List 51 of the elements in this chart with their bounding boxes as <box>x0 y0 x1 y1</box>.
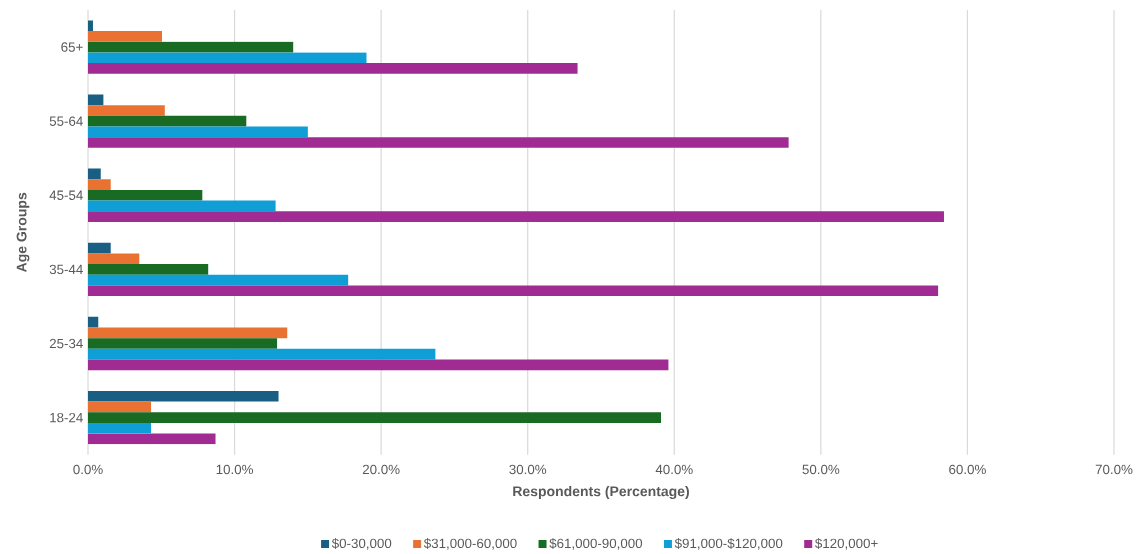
x-tick-label: 40.0% <box>655 464 693 475</box>
legend-label: $91,000-$120,000 <box>674 538 783 550</box>
bar <box>88 422 152 434</box>
bar <box>88 20 93 32</box>
bar <box>88 52 367 64</box>
bar <box>88 31 163 42</box>
y-tick-label: 18-24 <box>50 412 83 423</box>
x-tick-label: 20.0% <box>362 464 400 475</box>
bar <box>88 412 662 423</box>
y-axis-title: Age Groups <box>16 192 30 273</box>
legend-label: $31,000-60,000 <box>423 538 517 550</box>
bar <box>88 338 278 349</box>
x-tick-label: 50.0% <box>802 464 840 475</box>
bar <box>88 115 247 127</box>
bar <box>88 179 111 190</box>
x-tick-label: 60.0% <box>949 464 986 475</box>
y-tick-label: 45-54 <box>49 190 83 200</box>
bar <box>88 94 104 106</box>
bar <box>88 126 308 138</box>
bar <box>88 274 349 286</box>
bar <box>88 316 99 328</box>
y-tick-label: 55-64 <box>49 116 83 126</box>
bar <box>88 359 669 371</box>
bar <box>88 390 279 402</box>
bar <box>88 168 101 180</box>
bar <box>88 105 165 116</box>
bar <box>88 137 789 148</box>
bar <box>88 285 939 297</box>
bar <box>88 401 152 413</box>
bar <box>88 189 203 201</box>
bar <box>88 327 288 339</box>
x-tick-label: 30.0% <box>509 464 547 475</box>
bar <box>88 433 216 445</box>
bar <box>88 253 140 265</box>
legend-label: $0-30,000 <box>331 538 392 550</box>
y-tick-label: 35-44 <box>49 264 83 275</box>
y-tick-label: 25-34 <box>49 338 83 349</box>
x-tick-label: 0.0% <box>73 464 103 475</box>
bar <box>88 264 209 275</box>
bar <box>88 348 436 360</box>
x-tick-label: 10.0% <box>216 464 254 475</box>
bar <box>88 242 111 254</box>
legend-label: $61,000-90,000 <box>549 538 643 550</box>
bar <box>88 63 578 74</box>
bar <box>88 41 294 53</box>
bar <box>88 200 276 212</box>
y-tick-label: 65+ <box>61 42 83 52</box>
legend-label: $120,000+ <box>815 538 878 550</box>
x-tick-label: 70.0% <box>1095 464 1133 475</box>
bar <box>88 211 944 222</box>
x-axis-title: Respondents (Percentage) <box>513 485 689 500</box>
